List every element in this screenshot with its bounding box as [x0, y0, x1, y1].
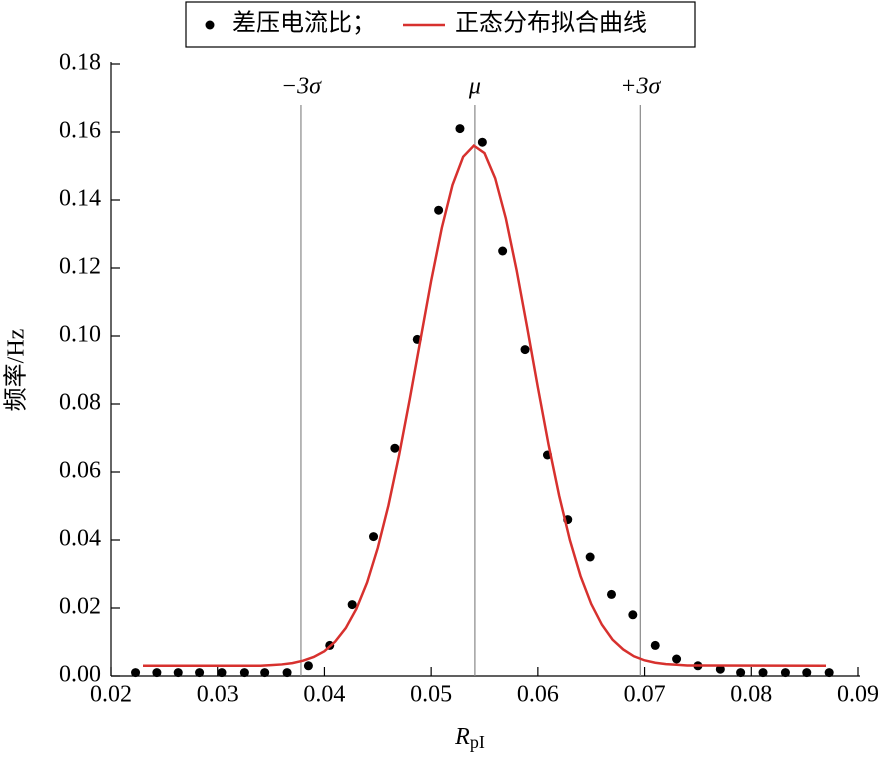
- legend-label: 正态分布拟合曲线: [455, 10, 647, 37]
- data-point: [173, 668, 183, 678]
- legend-label: 差压电流比；: [232, 10, 376, 37]
- data-point: [802, 668, 812, 678]
- reference-label: μ: [468, 74, 481, 100]
- data-point: [239, 668, 249, 678]
- x-tick-label: 0.09: [837, 682, 879, 708]
- data-point: [477, 137, 487, 147]
- data-point: [585, 552, 595, 562]
- data-point: [390, 443, 400, 453]
- data-point: [736, 668, 746, 678]
- x-axis-label-sub: pI: [470, 732, 485, 752]
- data-point: [131, 668, 141, 678]
- y-tick-label: 0.18: [59, 50, 101, 76]
- x-axis-label-main: R: [454, 724, 470, 750]
- x-tick-label: 0.08: [730, 682, 772, 708]
- data-point: [455, 124, 465, 134]
- y-tick-label: 0.06: [59, 458, 101, 484]
- reference-label: −3σ: [281, 74, 322, 100]
- y-tick-label: 0.14: [59, 186, 101, 212]
- data-point: [628, 610, 638, 620]
- data-point: [758, 668, 768, 678]
- data-point: [369, 532, 379, 542]
- x-tick-label: 0.07: [624, 682, 666, 708]
- y-tick-label: 0.10: [59, 322, 101, 348]
- data-point: [217, 668, 227, 678]
- y-tick-label: 0.02: [59, 594, 101, 620]
- data-point: [260, 668, 270, 678]
- reference-label: +3σ: [620, 74, 661, 100]
- data-point: [152, 668, 162, 678]
- data-point: [498, 246, 508, 256]
- x-tick-label: 0.06: [517, 682, 559, 708]
- data-point: [780, 668, 790, 678]
- y-tick-label: 0.00: [59, 662, 101, 688]
- legend-marker: [205, 20, 215, 30]
- data-point: [672, 654, 682, 664]
- x-tick-label: 0.05: [410, 682, 452, 708]
- data-point: [434, 205, 444, 215]
- fit-curve: [143, 143, 826, 668]
- x-axis-label: RpI: [454, 724, 485, 753]
- y-axis-label: 频率/Hz: [3, 329, 30, 412]
- data-point: [715, 664, 725, 674]
- y-tick-label: 0.04: [59, 526, 101, 552]
- x-tick-label: 0.04: [303, 682, 345, 708]
- data-point: [824, 668, 834, 678]
- data-point: [282, 668, 292, 678]
- y-tick-label: 0.12: [59, 254, 101, 280]
- y-tick-label: 0.16: [59, 118, 101, 144]
- data-point: [520, 345, 530, 355]
- data-point: [650, 640, 660, 650]
- data-point: [347, 600, 357, 610]
- x-tick-label: 0.02: [90, 682, 132, 708]
- x-tick-label: 0.03: [197, 682, 239, 708]
- data-point: [606, 589, 616, 599]
- data-point: [303, 661, 313, 671]
- y-tick-label: 0.08: [59, 390, 101, 416]
- data-point: [195, 668, 205, 678]
